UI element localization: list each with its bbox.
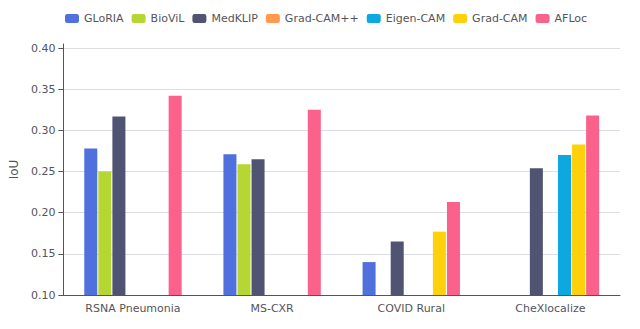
svg-text:0.20: 0.20 (31, 206, 56, 219)
svg-text:COVID Rural: COVID Rural (378, 302, 445, 315)
svg-text:0.30: 0.30 (31, 124, 56, 137)
svg-text:RSNA Pneumonia: RSNA Pneumonia (85, 302, 180, 315)
svg-text:Eigen-CAM: Eigen-CAM (386, 12, 445, 25)
svg-text:GLoRIA: GLoRIA (84, 12, 124, 25)
svg-text:IoU: IoU (7, 160, 21, 180)
svg-text:Grad-CAM: Grad-CAM (472, 12, 527, 25)
svg-text:Grad-CAM++: Grad-CAM++ (285, 12, 359, 25)
svg-text:0.10: 0.10 (31, 289, 56, 302)
svg-text:0.15: 0.15 (31, 247, 56, 260)
svg-text:AFLoc: AFLoc (555, 12, 588, 25)
svg-text:BioViL: BioViL (151, 12, 186, 25)
svg-text:0.35: 0.35 (31, 83, 56, 96)
svg-text:0.25: 0.25 (31, 165, 56, 178)
svg-text:MedKLIP: MedKLIP (211, 12, 258, 25)
svg-text:MS-CXR: MS-CXR (250, 302, 294, 315)
svg-text:CheXlocalize: CheXlocalize (515, 302, 585, 315)
svg-text:0.40: 0.40 (31, 42, 56, 55)
